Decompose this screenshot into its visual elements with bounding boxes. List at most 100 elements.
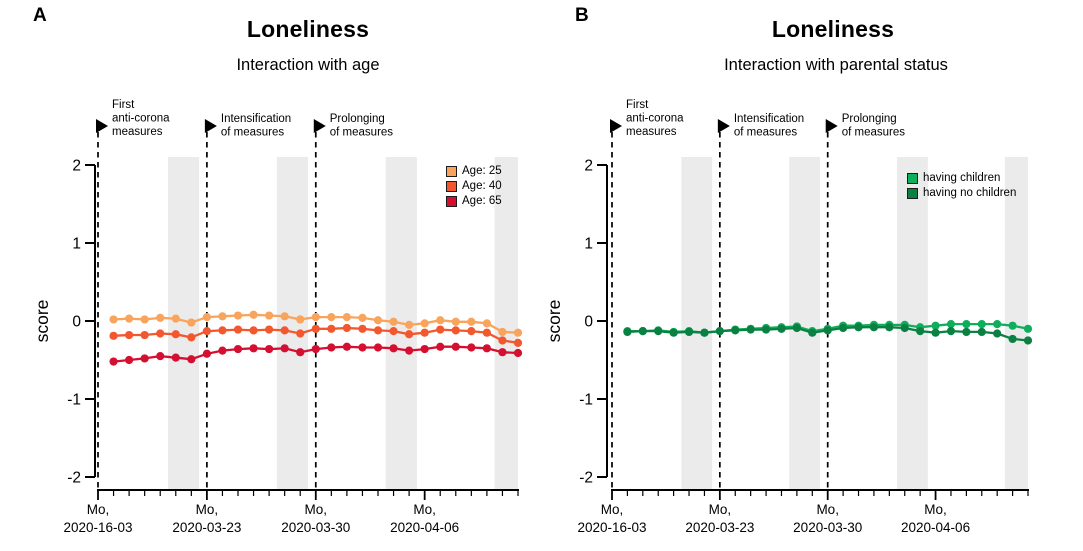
event-annotation: Prolonging of measures <box>330 113 394 139</box>
data-point <box>916 327 925 336</box>
panel-b-subtitle: Interaction with parental status <box>724 56 948 74</box>
data-point <box>218 326 227 335</box>
y-tick-label: 2 <box>72 158 81 175</box>
data-point <box>296 348 305 357</box>
x-tick-label-date: 2020-16-03 <box>63 520 132 535</box>
y-tick-label: 0 <box>72 314 81 331</box>
data-point <box>218 312 227 321</box>
data-point <box>187 355 196 364</box>
data-point <box>171 330 180 339</box>
data-point <box>233 344 243 354</box>
x-tick-label-date: 2020-16-03 <box>577 520 646 535</box>
x-tick-label-date: 2020-03-23 <box>685 520 754 535</box>
data-point <box>513 328 523 337</box>
y-axis-title: score <box>32 300 52 343</box>
panel-a-title: Loneliness <box>246 16 370 42</box>
data-point <box>109 315 118 324</box>
panel-b-title: Loneliness <box>771 16 895 42</box>
data-point <box>420 344 429 354</box>
y-tick-label: 2 <box>584 158 593 175</box>
y-tick-label: 1 <box>72 236 81 253</box>
data-point <box>513 348 523 358</box>
weekend-band <box>276 157 308 490</box>
event-flag-icon <box>204 119 217 133</box>
data-point <box>482 319 491 328</box>
data-point <box>977 320 986 329</box>
panel-a-plot: First anti-corona measures Intensification o… <box>32 99 523 535</box>
data-point <box>993 329 1002 338</box>
data-point <box>327 343 336 352</box>
data-point <box>436 325 445 334</box>
legend-swatch-icon <box>907 173 918 184</box>
data-point <box>342 323 351 333</box>
data-point <box>513 338 523 347</box>
data-point <box>373 326 383 335</box>
legend-swatch-icon <box>446 166 457 177</box>
data-point <box>296 329 305 338</box>
data-point <box>389 317 398 326</box>
data-point <box>885 323 894 332</box>
data-point <box>467 327 476 336</box>
data-point <box>125 314 134 323</box>
legend-row: Age: 65 <box>446 194 502 209</box>
data-point <box>420 328 429 337</box>
x-tick-label-weekday: Mo, <box>87 502 110 517</box>
event-annotation: First anti-corona measures <box>626 99 684 138</box>
legend-row: having no children <box>907 186 1016 201</box>
data-point <box>280 326 289 335</box>
panel-b-plot: First anti-corona measures Intensification o… <box>544 99 1033 535</box>
data-point <box>389 327 398 336</box>
panel-a-legend: Age: 25 Age: 40 Age: 65 <box>446 164 502 209</box>
data-point <box>109 357 118 366</box>
data-point <box>311 313 320 322</box>
data-point <box>342 342 351 351</box>
data-point <box>233 311 243 320</box>
data-point <box>358 313 367 322</box>
data-point <box>373 343 383 352</box>
data-point <box>436 342 445 351</box>
y-tick-label: -1 <box>579 392 593 409</box>
x-tick-label-weekday: Mo, <box>305 502 328 517</box>
data-point <box>202 313 211 322</box>
data-point <box>823 326 832 335</box>
panel-a: A Loneliness Interaction with age First a… <box>0 0 541 551</box>
legend-label: having children <box>923 172 1001 184</box>
data-point <box>342 313 351 322</box>
data-point <box>218 346 227 355</box>
data-point <box>931 321 940 330</box>
data-point <box>373 316 383 325</box>
data-point <box>451 342 460 351</box>
data-point <box>171 314 180 323</box>
data-point <box>931 328 940 337</box>
data-point <box>869 323 879 332</box>
data-point <box>746 325 755 334</box>
data-point <box>202 327 211 336</box>
data-point <box>202 349 211 358</box>
legend-row: Age: 25 <box>446 164 502 179</box>
data-point <box>808 328 817 337</box>
data-point <box>451 317 460 326</box>
data-point <box>436 316 445 325</box>
data-point <box>233 325 243 334</box>
panel-b: B Loneliness Interaction with parental s… <box>541 0 1083 551</box>
x-tick-label-date: 2020-03-23 <box>172 520 241 535</box>
data-point <box>451 326 460 335</box>
data-point <box>358 324 367 333</box>
x-tick-label-weekday: Mo, <box>601 502 624 517</box>
data-point <box>156 313 165 322</box>
y-tick-label: 0 <box>584 314 593 331</box>
data-point <box>731 326 740 335</box>
event-flag-icon <box>610 119 622 133</box>
panel-b-label: B <box>575 5 589 26</box>
event-flag-icon <box>825 119 838 133</box>
legend-label: Age: 65 <box>462 195 502 207</box>
legend-swatch-icon <box>446 181 457 192</box>
data-point <box>265 325 274 334</box>
data-point <box>125 355 134 365</box>
data-point <box>249 326 258 335</box>
data-point <box>684 327 694 337</box>
event-annotation: Prolonging of measures <box>842 113 906 139</box>
weekend-band <box>681 157 713 490</box>
panel-a-subtitle: Interaction with age <box>236 56 380 74</box>
x-tick-label-weekday: Mo, <box>709 502 732 517</box>
